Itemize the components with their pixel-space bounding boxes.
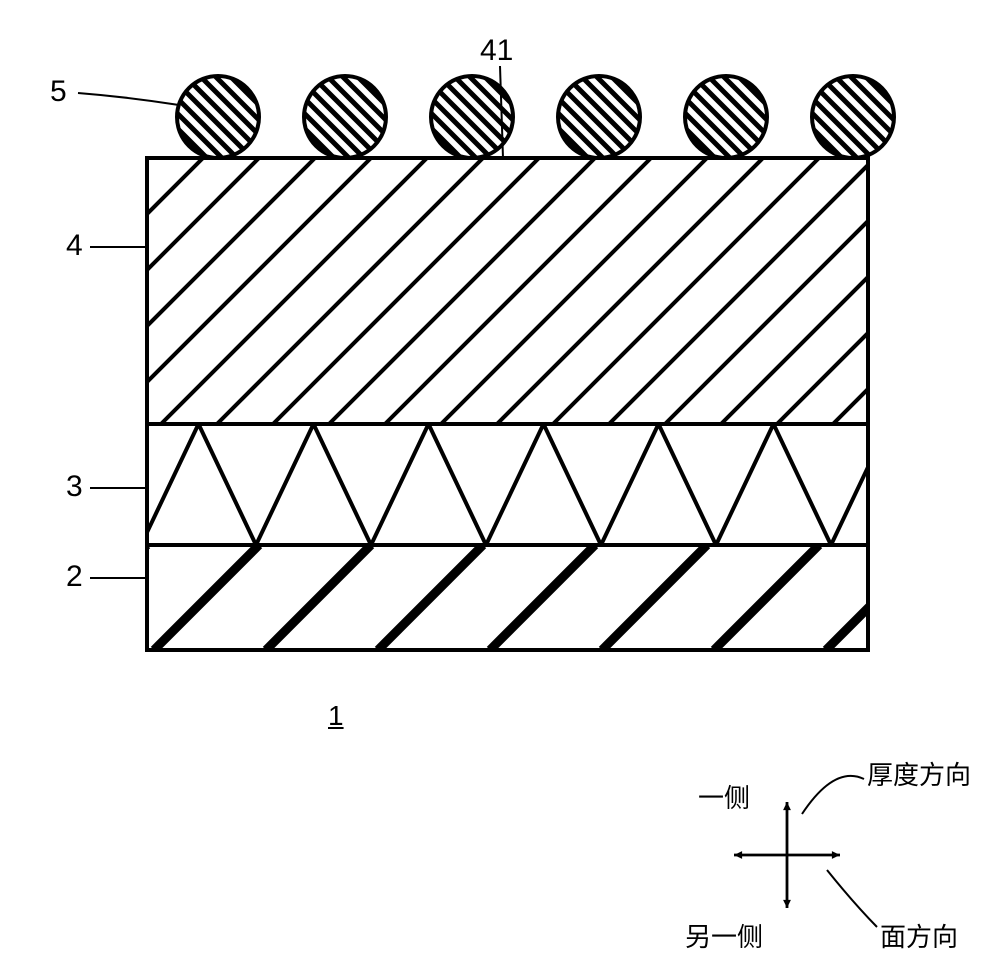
axis-label-thickness-dir: 厚度方向 — [867, 755, 971, 792]
label-41: 41 — [480, 34, 513, 68]
label-2: 2 — [66, 560, 83, 594]
axis-label-bottom: 另一侧 — [685, 917, 763, 954]
label-3: 3 — [66, 470, 83, 504]
label-5: 5 — [50, 75, 67, 109]
axis-label-plane-dir: 面方向 — [880, 917, 958, 954]
figure-number: 1 — [328, 700, 344, 732]
diagram-svg — [0, 0, 1000, 970]
label-4: 4 — [66, 229, 83, 263]
axis-label-top: 一侧 — [698, 778, 750, 815]
